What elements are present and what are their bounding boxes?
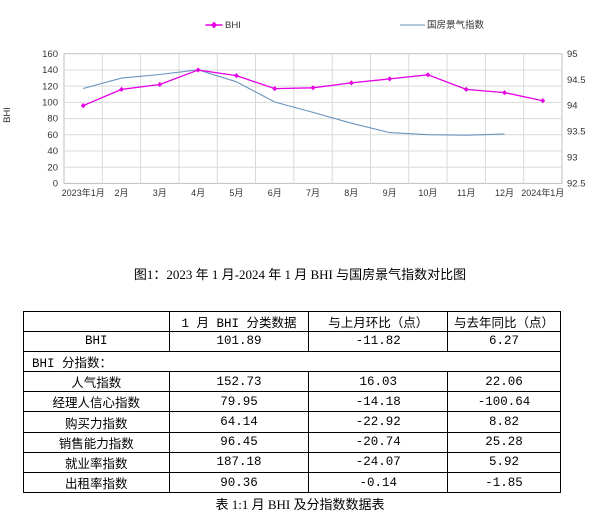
svg-text:BHI: BHI: [225, 20, 241, 31]
svg-text:BHI: BHI: [2, 107, 13, 123]
svg-text:5月: 5月: [229, 188, 243, 198]
svg-text:100: 100: [42, 98, 58, 109]
svg-text:120: 120: [42, 81, 58, 92]
svg-text:20: 20: [47, 162, 58, 173]
svg-text:95: 95: [567, 49, 578, 60]
svg-text:160: 160: [42, 49, 58, 60]
svg-text:11月: 11月: [457, 188, 475, 198]
svg-text:80: 80: [47, 114, 58, 125]
svg-text:8月: 8月: [344, 188, 358, 198]
svg-text:94: 94: [567, 101, 578, 112]
svg-text:国房景气指数: 国房景气指数: [427, 19, 485, 31]
svg-text:92.5: 92.5: [567, 179, 586, 190]
svg-text:140: 140: [42, 65, 58, 76]
svg-text:2月: 2月: [114, 188, 128, 198]
svg-text:40: 40: [47, 146, 58, 157]
svg-text:10月: 10月: [418, 188, 437, 198]
svg-text:9月: 9月: [383, 188, 397, 198]
svg-text:7月: 7月: [306, 188, 320, 198]
svg-text:60: 60: [47, 130, 58, 141]
svg-text:4月: 4月: [191, 188, 205, 198]
svg-text:94.5: 94.5: [567, 75, 586, 86]
svg-text:6月: 6月: [268, 188, 282, 198]
svg-text:93.5: 93.5: [567, 127, 586, 138]
svg-text:2023年1月: 2023年1月: [62, 187, 105, 198]
svg-text:93: 93: [567, 153, 578, 164]
svg-text:12月: 12月: [495, 188, 514, 198]
svg-text:2024年1月: 2024年1月: [521, 187, 564, 198]
svg-text:0: 0: [53, 179, 58, 190]
svg-text:3月: 3月: [153, 188, 167, 198]
